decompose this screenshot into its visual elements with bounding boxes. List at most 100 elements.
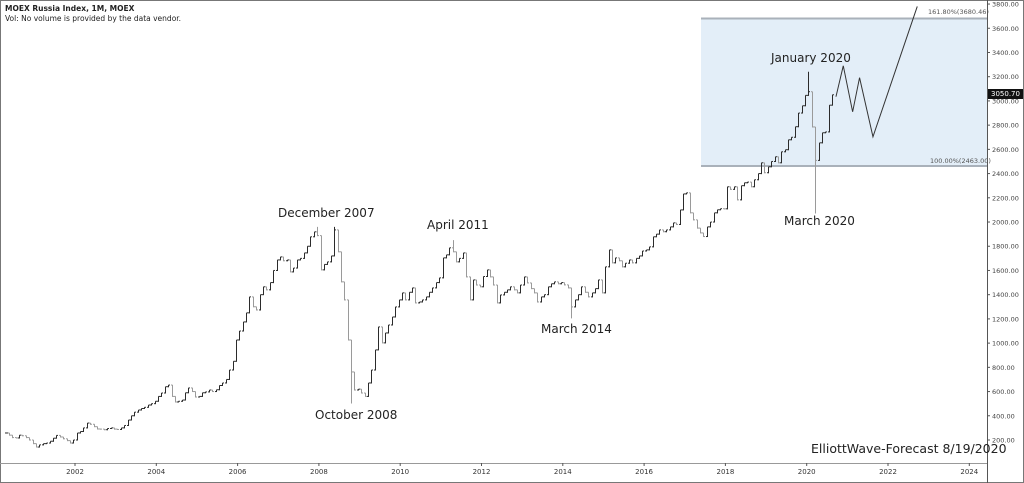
x-tick-label: 2008 — [310, 468, 328, 476]
ohlc-bar — [164, 386, 167, 394]
ohlc-bar — [736, 186, 739, 201]
ohlc-bar — [99, 428, 102, 430]
ohlc-bar — [641, 250, 644, 257]
ohlc-bar — [631, 259, 634, 264]
ohlc-bar — [398, 299, 401, 308]
ohlc-bar — [726, 186, 729, 210]
ohlc-bar — [486, 269, 489, 278]
ohlc-bar — [604, 266, 607, 294]
ohlc-bar — [25, 435, 28, 439]
ohlc-bar — [706, 226, 709, 238]
price-axis[interactable]: 200.00 400.00 600.00 800.00 1000.00 1200.00 14… — [987, 1, 1019, 445]
ohlc-bar — [215, 389, 218, 393]
ohlc-bar — [357, 388, 360, 391]
annotation-january-2020: January 2020 — [771, 51, 851, 65]
ohlc-bar — [601, 279, 604, 294]
y-tick-label: 200.00 — [992, 437, 1015, 445]
ohlc-bar — [411, 287, 414, 293]
fib-upper-label: 161.80%(3680.46) — [928, 8, 989, 16]
ohlc-bar — [66, 438, 69, 442]
ohlc-bar — [59, 434, 62, 438]
ohlc-bar — [364, 392, 367, 397]
ohlc-bar — [489, 269, 492, 278]
ohlc-bar — [110, 427, 113, 429]
ohlc-bar — [72, 439, 75, 444]
ohlc-bar — [49, 440, 52, 444]
ohlc-bar — [597, 279, 600, 290]
ohlc-bar — [245, 312, 248, 323]
ohlc-bar — [723, 208, 726, 210]
ohlc-bar — [658, 229, 661, 235]
ohlc-bar — [137, 409, 140, 413]
annotation-october-2008: October 2008 — [315, 408, 398, 422]
ohlc-bar — [774, 156, 777, 162]
ohlc-bar — [452, 240, 455, 253]
ohlc-bar — [42, 443, 45, 446]
ohlc-bar — [750, 181, 753, 188]
ohlc-bar — [157, 395, 160, 402]
ohlc-bar — [669, 226, 672, 231]
ohlc-bar — [821, 132, 824, 144]
ohlc-bar — [496, 284, 499, 304]
ohlc-bar — [516, 289, 519, 294]
y-tick-label: 2200.00 — [992, 194, 1019, 202]
ohlc-bar — [560, 282, 563, 285]
ohlc-bar — [469, 276, 472, 301]
ohlc-bar — [82, 427, 85, 433]
ohlc-bar — [790, 136, 793, 141]
bars-layer — [5, 71, 834, 448]
ohlc-bar — [801, 105, 804, 114]
y-tick-label: 2400.00 — [992, 170, 1019, 178]
ohlc-bar — [442, 257, 445, 279]
time-axis[interactable]: 2002 2004 2006 2008 2010 2012 2014 2016 2018 2020… — [66, 463, 979, 476]
ohlc-bar — [238, 330, 241, 341]
ohlc-bar — [645, 249, 648, 252]
ohlc-bar — [458, 257, 461, 263]
ohlc-bar — [45, 442, 48, 445]
x-tick-label: 2022 — [879, 468, 897, 476]
ohlc-bar — [252, 296, 255, 308]
ohlc-bar — [62, 436, 65, 440]
ohlc-bar — [611, 249, 614, 264]
ohlc-bar — [794, 126, 797, 138]
current-price-label: 3050.70 — [988, 89, 1023, 99]
ohlc-bar — [431, 287, 434, 293]
ohlc-bar — [401, 292, 404, 301]
ohlc-bar — [181, 399, 184, 402]
ohlc-bar — [232, 360, 235, 371]
ohlc-bar — [675, 222, 678, 225]
ohlc-bar — [702, 232, 705, 238]
y-tick-label: 1000.00 — [992, 340, 1019, 348]
ohlc-bar — [276, 259, 279, 271]
ohlc-bar — [367, 382, 370, 397]
ohlc-bar — [513, 286, 516, 291]
ohlc-bar — [326, 261, 329, 265]
ohlc-bar — [171, 384, 174, 397]
fib-box-layer — [701, 17, 987, 167]
annotation-december-2007: December 2007 — [278, 206, 375, 220]
ohlc-bar — [255, 306, 258, 311]
ohlc-bar — [5, 432, 8, 434]
ohlc-bar — [208, 389, 211, 393]
ohlc-bar — [218, 385, 221, 391]
ohlc-bar — [811, 91, 814, 128]
ohlc-bar — [370, 369, 373, 384]
ohlc-bar — [52, 437, 55, 442]
ohlc-bar — [692, 212, 695, 221]
ohlc-bar — [120, 427, 123, 430]
ohlc-bar — [709, 221, 712, 228]
ohlc-bar — [635, 257, 638, 264]
ohlc-bar — [425, 296, 428, 301]
ohlc-bar — [828, 104, 831, 133]
x-tick-label: 2004 — [147, 468, 165, 476]
ohlc-bar — [337, 229, 340, 253]
ohlc-bar — [682, 193, 685, 211]
y-tick-label: 3200.00 — [992, 73, 1019, 81]
ohlc-bar — [289, 259, 292, 273]
ohlc-bar — [292, 267, 295, 273]
ohlc-bar — [743, 182, 746, 187]
ohlc-bar — [763, 162, 766, 174]
ohlc-bar — [160, 392, 163, 397]
ohlc-bar — [482, 276, 485, 288]
